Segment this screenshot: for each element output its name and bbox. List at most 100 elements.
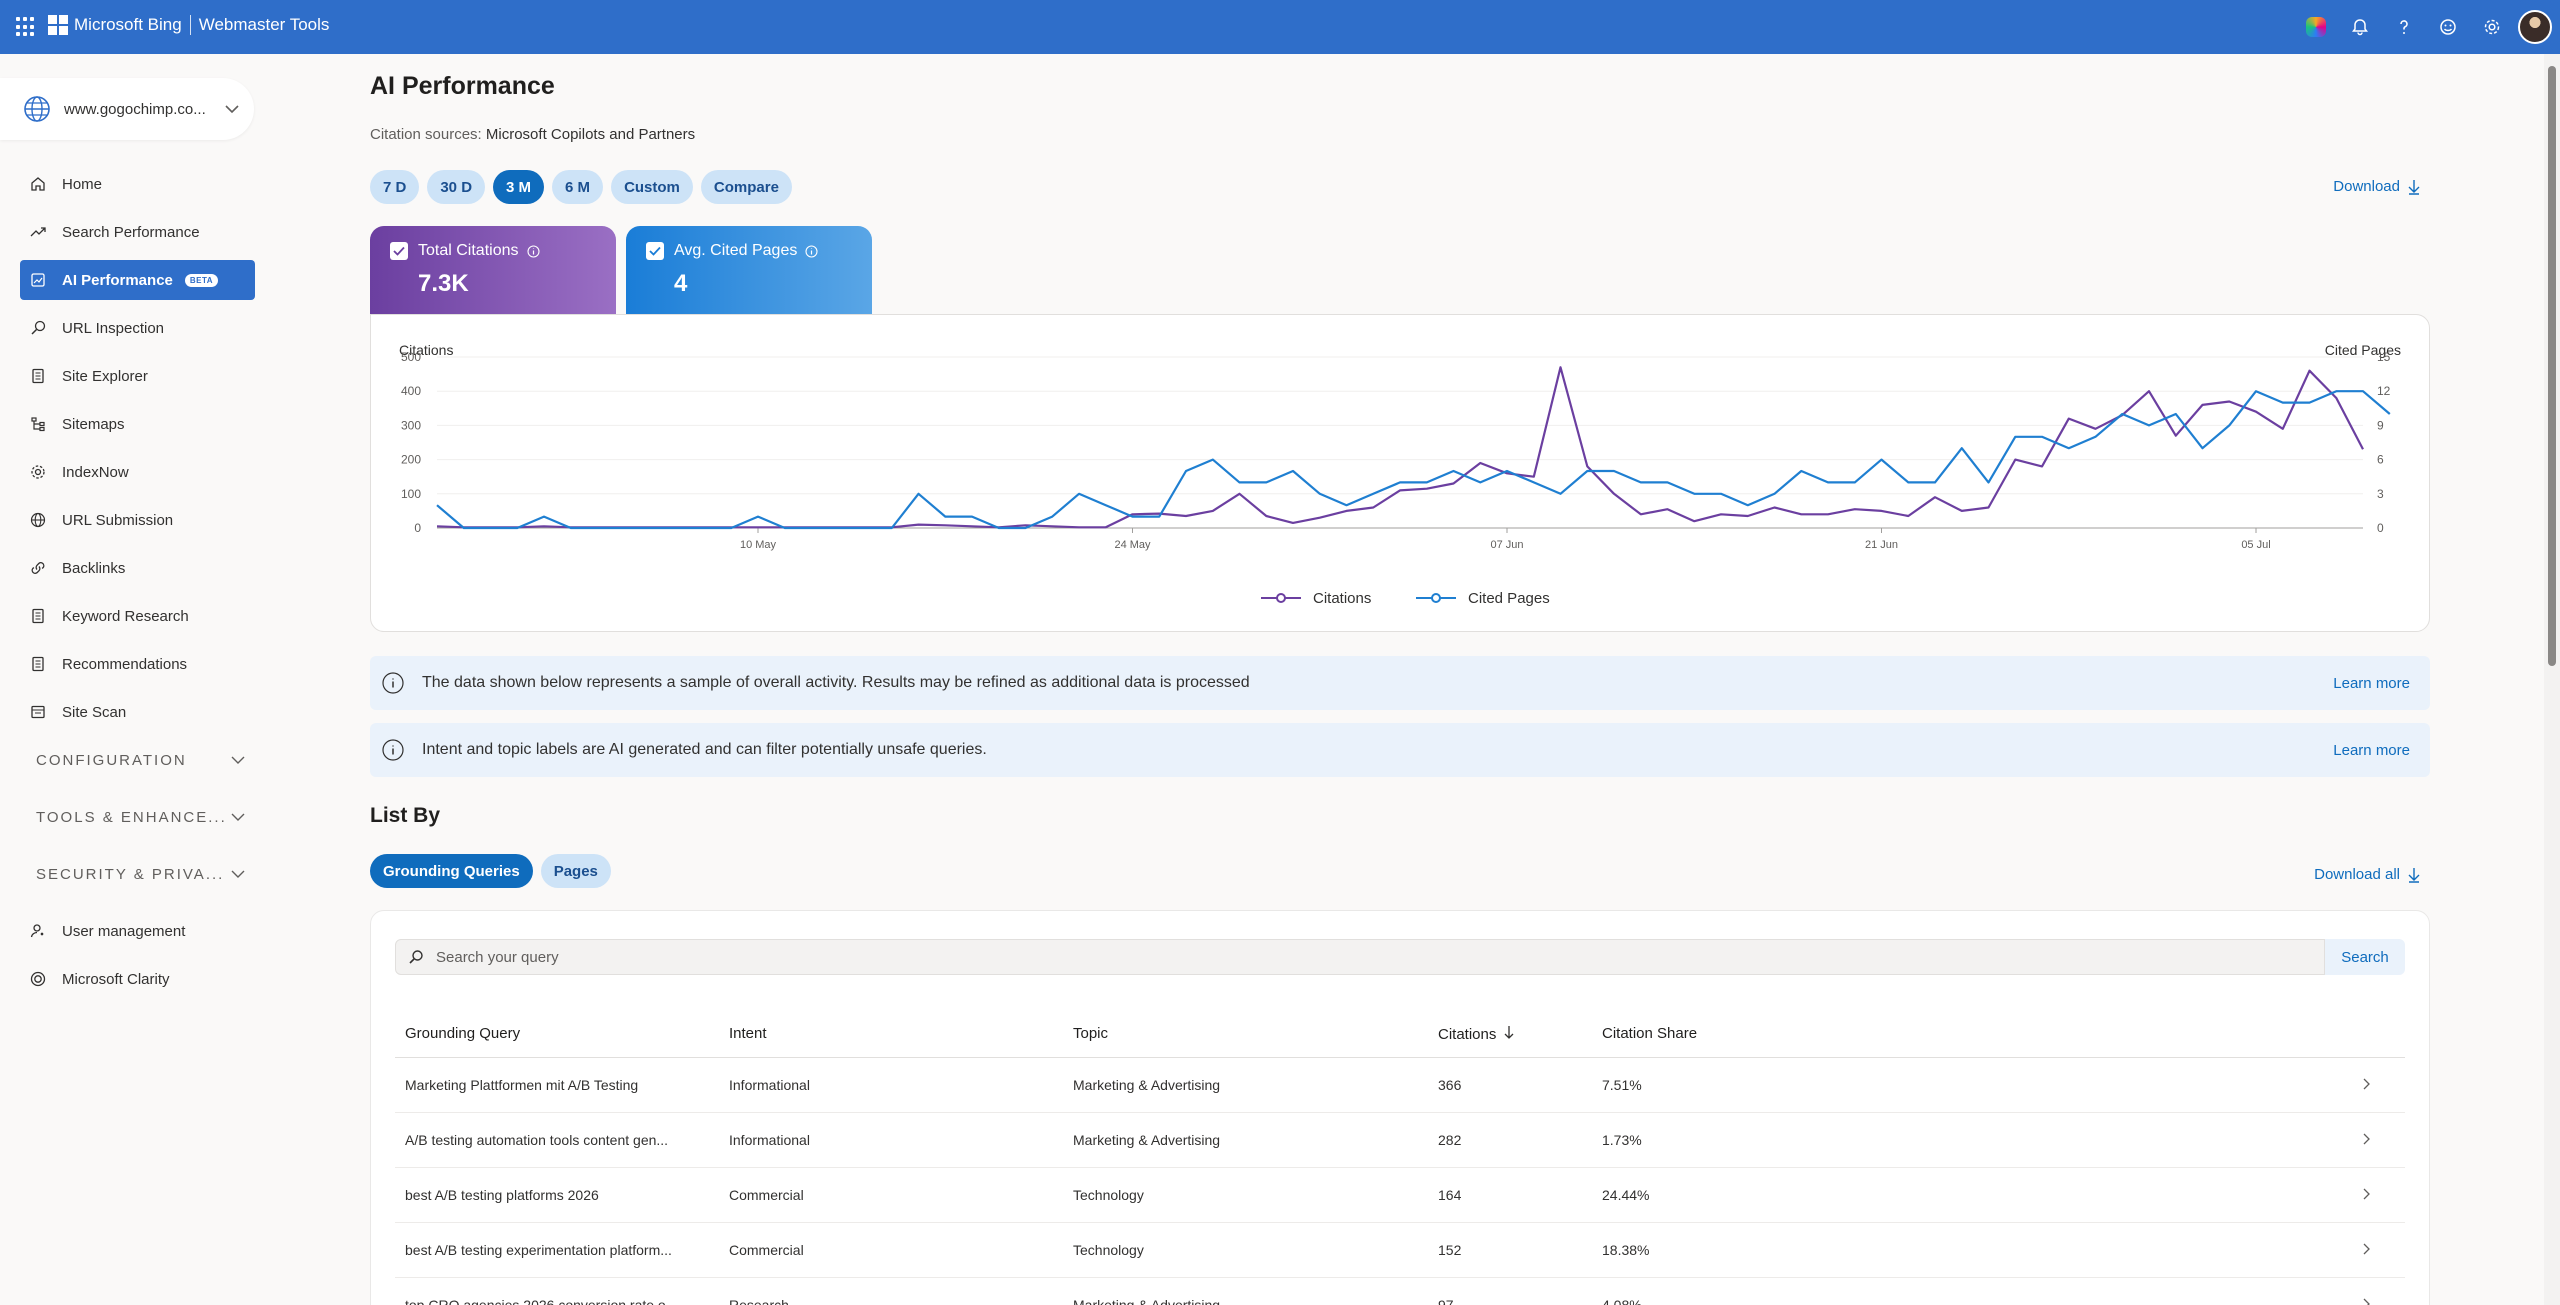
- section-security[interactable]: SECURITY & PRIVA...: [20, 854, 255, 894]
- scrollbar-thumb[interactable]: [2548, 66, 2556, 666]
- metric-avg-cited-pages[interactable]: Avg. Cited Pages 4: [626, 226, 872, 314]
- cell-query: best A/B testing experimentation platfor…: [395, 1222, 719, 1278]
- range-custom-button[interactable]: Custom: [611, 170, 693, 204]
- sidebar-item-label: URL Submission: [62, 511, 174, 529]
- chevron-right-icon: [2363, 1078, 2370, 1089]
- metric-value: 7.3K: [418, 270, 469, 297]
- sidebar-item-url-inspection[interactable]: URL Inspection: [20, 308, 255, 348]
- cell-share: 7.51%: [1592, 1057, 2325, 1113]
- table-row[interactable]: Marketing Plattformen mit A/B Testing In…: [395, 1057, 2405, 1113]
- globe-icon: [24, 96, 50, 122]
- checkbox-checked-icon[interactable]: [646, 242, 664, 260]
- copilot-icon[interactable]: [2294, 0, 2338, 54]
- page-scrollbar[interactable]: [2544, 54, 2560, 1305]
- learn-more-link[interactable]: Learn more: [2333, 741, 2410, 759]
- x-tick-label: 05 Jul: [2241, 539, 2270, 551]
- legend-marker: [1431, 593, 1441, 603]
- citation-sources-label: Citation sources:: [370, 126, 482, 143]
- cell-citations: 152: [1428, 1222, 1592, 1278]
- sidebar-item-home[interactable]: Home: [20, 164, 255, 204]
- y-right-tick-label: 0: [2377, 521, 2384, 535]
- checkbox-checked-icon[interactable]: [390, 242, 408, 260]
- brand-name: Microsoft Bing: [74, 15, 182, 34]
- sidebar-item-url-submission[interactable]: URL Submission: [20, 500, 255, 540]
- document-icon: [32, 656, 44, 672]
- y-right-tick-label: 9: [2377, 418, 2384, 432]
- legend-marker: [1276, 593, 1286, 603]
- sidebar-item-microsoft-clarity[interactable]: Microsoft Clarity: [20, 959, 255, 999]
- sidebar-item-keyword-research[interactable]: Keyword Research: [20, 596, 255, 636]
- sidebar-item-site-explorer[interactable]: Site Explorer: [20, 356, 255, 396]
- range-7d-button[interactable]: 7 D: [370, 170, 420, 204]
- sidebar-item-label: Sitemaps: [62, 415, 125, 433]
- app-launcher-icon[interactable]: [16, 17, 36, 37]
- section-label: SECURITY & PRIVA...: [36, 865, 225, 883]
- column-header-citation-share[interactable]: Citation Share: [1592, 1011, 2325, 1058]
- avatar[interactable]: [2518, 10, 2552, 44]
- y-left-tick-label: 300: [401, 418, 421, 432]
- sidebar-item-ai-performance[interactable]: AI Performance BETA: [20, 260, 255, 300]
- table-row[interactable]: top CRO agencies 2026 conversion rate o.…: [395, 1277, 2405, 1305]
- sidebar-item-sitemaps[interactable]: Sitemaps: [20, 404, 255, 444]
- column-header-intent[interactable]: Intent: [719, 1011, 1063, 1058]
- row-expand[interactable]: [2325, 1112, 2405, 1168]
- row-expand[interactable]: [2325, 1057, 2405, 1113]
- chart-card: Citations Cited Pages 0 100 200 300 400 500 0 3 6 9…: [370, 314, 2430, 632]
- microsoft-logo-icon: [48, 15, 68, 35]
- table-row[interactable]: best A/B testing platforms 2026 Commerci…: [395, 1167, 2405, 1223]
- learn-more-link[interactable]: Learn more: [2333, 674, 2410, 692]
- sidebar-item-label: Keyword Research: [62, 607, 189, 625]
- citation-sources: Citation sources: Microsoft Copilots and…: [370, 126, 695, 143]
- sidebar-item-recommendations[interactable]: Recommendations: [20, 644, 255, 684]
- info-icon[interactable]: [526, 244, 540, 258]
- cell-share: 18.38%: [1592, 1222, 2325, 1278]
- row-expand[interactable]: [2325, 1277, 2405, 1305]
- sidebar-item-indexnow[interactable]: IndexNow: [20, 452, 255, 492]
- x-tick-label: 24 May: [1114, 539, 1151, 551]
- banner-text: The data shown below represents a sample…: [422, 674, 1250, 691]
- cell-topic: Technology: [1063, 1167, 1428, 1223]
- metric-total-citations[interactable]: Total Citations 7.3K: [370, 226, 616, 314]
- column-header-topic[interactable]: Topic: [1063, 1011, 1428, 1058]
- beta-badge: BETA: [184, 273, 219, 287]
- tab-grounding-queries[interactable]: Grounding Queries: [370, 854, 533, 888]
- range-30d-button[interactable]: 30 D: [427, 170, 486, 204]
- metric-label: Total Citations: [418, 242, 519, 259]
- settings-icon[interactable]: [2470, 0, 2514, 54]
- site-selector[interactable]: www.gogochimp.co...: [0, 78, 254, 140]
- sidebar-item-site-scan[interactable]: Site Scan: [20, 692, 255, 732]
- brand[interactable]: Microsoft Bing Webmaster Tools: [48, 15, 329, 35]
- section-configuration[interactable]: CONFIGURATION: [20, 740, 255, 780]
- range-3m-button[interactable]: 3 M: [493, 170, 545, 204]
- row-expand[interactable]: [2325, 1167, 2405, 1223]
- tab-pages[interactable]: Pages: [540, 854, 611, 888]
- sidebar-item-label: Backlinks: [62, 559, 126, 577]
- download-all-button[interactable]: Download all: [2314, 866, 2420, 883]
- y-right-tick-label: 15: [2377, 350, 2391, 364]
- column-header-citations[interactable]: Citations: [1428, 1011, 1592, 1058]
- search-button[interactable]: Search: [2325, 939, 2405, 975]
- table-row[interactable]: A/B testing automation tools content gen…: [395, 1112, 2405, 1168]
- feedback-icon[interactable]: [2426, 0, 2470, 54]
- home-icon: [31, 177, 45, 191]
- search-input[interactable]: [436, 948, 2161, 966]
- info-icon[interactable]: [805, 244, 818, 258]
- row-expand[interactable]: [2325, 1222, 2405, 1278]
- table-row[interactable]: best A/B testing experimentation platfor…: [395, 1222, 2405, 1278]
- section-tools[interactable]: TOOLS & ENHANCE...: [20, 797, 255, 837]
- cell-query: best A/B testing platforms 2026: [395, 1167, 719, 1223]
- sidebar-item-backlinks[interactable]: Backlinks: [20, 548, 255, 588]
- series-line-cited-pages: [436, 390, 2391, 530]
- download-button[interactable]: Download: [2333, 178, 2420, 195]
- help-icon[interactable]: [2382, 0, 2426, 54]
- y-left-tick-label: 100: [401, 487, 421, 501]
- bell-icon[interactable]: [2338, 0, 2382, 54]
- sidebar-item-user-management[interactable]: User management: [20, 911, 255, 951]
- cell-share: 4.08%: [1592, 1277, 2325, 1305]
- cell-citations: 97: [1428, 1277, 1592, 1305]
- range-compare-button[interactable]: Compare: [700, 170, 792, 204]
- sidebar-item-search-performance[interactable]: Search Performance: [20, 212, 255, 252]
- scan-icon: [31, 705, 45, 719]
- range-6m-button[interactable]: 6 M: [552, 170, 604, 204]
- column-header-query[interactable]: Grounding Query: [395, 1011, 719, 1058]
